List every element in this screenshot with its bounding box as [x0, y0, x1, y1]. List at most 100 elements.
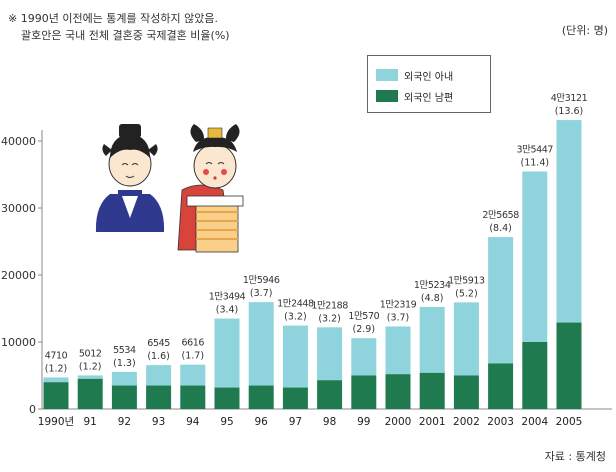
legend-label-wife: 외국인 아내: [404, 71, 454, 83]
ratio-label-4: (1.7): [182, 351, 205, 362]
source-label: 자료 : 통계청: [544, 450, 606, 463]
bar-husband-14: [522, 342, 548, 409]
ratio-label-10: (3.7): [387, 312, 410, 323]
legend-swatch-wife: [376, 69, 398, 81]
bar-husband-4: [180, 385, 206, 409]
total-label-14: 3만5447: [517, 145, 554, 156]
couple-illustration: [95, 124, 244, 253]
bar-husband-7: [282, 387, 308, 409]
ratio-label-9: (2.9): [353, 324, 376, 335]
total-label-6: 1만5946: [243, 275, 280, 286]
bar-husband-11: [419, 372, 445, 409]
bar-husband-2: [111, 385, 137, 409]
total-label-12: 1만5913: [448, 275, 485, 286]
category-label-15: 2005: [556, 416, 583, 428]
total-label-11: 1만5234: [414, 280, 451, 291]
y-tick-label: 10000: [1, 336, 36, 349]
category-label-12: 2002: [453, 416, 480, 428]
category-label-9: 99: [357, 416, 370, 428]
bar-husband-6: [248, 385, 274, 409]
legend-item-wife: 외국인 아내: [376, 68, 454, 83]
category-label-7: 97: [289, 416, 302, 428]
bar-wife-8: [317, 327, 343, 381]
category-label-0: 1990년: [38, 416, 74, 428]
note-no-statistics: ※ 1990년 이전에는 통계를 작성하지 않았음.: [8, 12, 218, 25]
ratio-label-1: (1.2): [79, 361, 102, 372]
bar-wife-15: [556, 120, 582, 323]
category-label-11: 2001: [419, 416, 446, 428]
total-label-9: 1만570: [348, 311, 379, 322]
total-label-1: 5012: [79, 348, 102, 359]
bar-husband-1: [77, 378, 103, 409]
groom-figure: [95, 124, 165, 232]
bar-wife-3: [146, 365, 172, 386]
category-label-13: 2003: [487, 416, 514, 428]
total-label-10: 1만2319: [380, 299, 417, 310]
ratio-label-13: (8.4): [489, 223, 512, 234]
ratio-label-15: (13.6): [555, 106, 584, 117]
note-ratio-explanation: 괄호안은 국내 전체 결혼중 국제결혼 비율(%): [21, 29, 230, 42]
legend-swatch-husband: [376, 90, 398, 102]
bar-wife-11: [419, 306, 445, 373]
ratio-label-7: (3.2): [284, 312, 307, 323]
bar-husband-5: [214, 387, 240, 409]
bar-wife-5: [214, 318, 240, 388]
category-label-6: 96: [255, 416, 269, 428]
category-label-10: 2000: [385, 416, 412, 428]
bar-wife-12: [453, 302, 479, 376]
bar-husband-15: [556, 322, 582, 409]
bar-husband-13: [488, 363, 514, 409]
bar-wife-9: [351, 338, 377, 376]
bar-wife-2: [111, 371, 137, 386]
total-label-15: 4만3121: [551, 93, 588, 104]
y-tick-label: 30000: [1, 202, 36, 215]
chart-legend: 외국인 아내 외국인 남편: [367, 55, 491, 113]
category-label-1: 91: [84, 416, 97, 428]
ratio-label-5: (3.4): [216, 305, 239, 316]
total-label-2: 5534: [113, 345, 136, 356]
total-label-5: 1만3494: [209, 292, 246, 303]
bar-wife-0: [43, 377, 69, 383]
total-label-8: 1만2188: [311, 300, 348, 311]
bar-husband-12: [453, 375, 479, 409]
total-label-4: 6616: [182, 338, 205, 349]
y-tick-label: 20000: [1, 269, 36, 282]
bar-wife-10: [385, 326, 411, 375]
y-tick-label: 0: [29, 403, 36, 416]
legend-label-husband: 외국인 남편: [404, 92, 454, 104]
category-label-3: 93: [152, 416, 165, 428]
total-label-7: 1만2448: [277, 299, 314, 310]
ratio-label-11: (4.8): [421, 293, 444, 304]
bar-husband-9: [351, 375, 377, 409]
bar-wife-7: [282, 325, 308, 388]
ratio-label-3: (1.6): [147, 351, 170, 362]
category-label-2: 92: [118, 416, 131, 428]
bar-wife-6: [248, 302, 274, 386]
category-label-5: 95: [220, 416, 233, 428]
bar-wife-14: [522, 171, 548, 342]
ratio-label-2: (1.3): [113, 358, 136, 369]
ratio-label-6: (3.7): [250, 288, 273, 299]
category-label-8: 98: [323, 416, 336, 428]
bars-group: [43, 120, 582, 409]
bar-husband-8: [317, 380, 343, 409]
bar-husband-3: [146, 385, 172, 409]
unit-label: (단위: 명): [561, 24, 608, 37]
ratio-label-12: (5.2): [455, 288, 478, 299]
legend-item-husband: 외국인 남편: [376, 89, 454, 104]
bar-wife-13: [488, 237, 514, 364]
ratio-label-14: (11.4): [521, 158, 550, 169]
bar-wife-4: [180, 364, 206, 386]
total-label-13: 2만5658: [482, 210, 519, 221]
ratio-label-0: (1.2): [45, 363, 68, 374]
labels-group: 4710 (1.2) 1990년 5012 (1.2) 91 5534 (1.3) 92 6545…: [38, 93, 588, 428]
total-label-3: 6545: [147, 338, 170, 349]
category-label-4: 94: [186, 416, 200, 428]
category-label-14: 2004: [521, 416, 548, 428]
bar-husband-0: [43, 382, 69, 409]
y-tick-label: 40000: [1, 135, 36, 148]
total-label-0: 4710: [45, 350, 68, 361]
bar-wife-1: [77, 375, 103, 379]
